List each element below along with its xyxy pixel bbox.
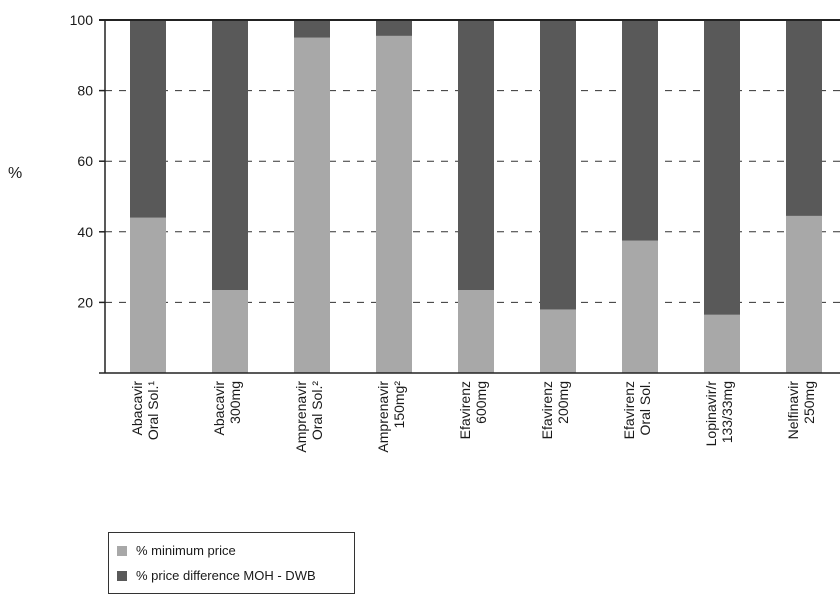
x-category-label-line: Efavirenz bbox=[457, 381, 473, 439]
bar-segment-price-difference bbox=[540, 20, 576, 310]
legend-item-price-difference: % price difference MOH - DWB bbox=[117, 568, 316, 583]
bar-segment-price-difference bbox=[130, 20, 166, 218]
legend: % minimum price % price difference MOH -… bbox=[108, 532, 355, 594]
bar-segment-price-difference bbox=[786, 20, 822, 216]
x-category-label-line: 200mg bbox=[555, 381, 571, 424]
x-category-label: Lopinavir/r133/33mg bbox=[703, 381, 735, 447]
y-tick-labels: 20 40 60 80 100 bbox=[70, 12, 94, 310]
x-category-label-line: Amprenavir bbox=[375, 381, 391, 453]
x-category-label: AbacavirOral Sol.¹ bbox=[129, 381, 161, 440]
bar-segment-minimum-price bbox=[130, 217, 166, 373]
legend-label-price-difference: % price difference MOH - DWB bbox=[136, 568, 316, 583]
x-category-label-line: 600mg bbox=[473, 381, 489, 424]
x-category-label: Amprenavir150mg² bbox=[375, 381, 407, 453]
x-category-label-line: Abacavir bbox=[129, 381, 145, 436]
x-category-label-line: Efavirenz bbox=[539, 381, 555, 439]
x-category-label-text: Lopinavir/r133/33mg bbox=[703, 381, 735, 447]
x-category-label-line: 150mg² bbox=[391, 381, 407, 429]
x-category-label-line: 133/33mg bbox=[719, 381, 735, 443]
bar-segment-price-difference bbox=[376, 20, 412, 36]
x-category-label-text: AmprenavirOral Sol.² bbox=[293, 381, 325, 453]
x-category-label-text: Efavirenz600mg bbox=[457, 381, 489, 439]
y-tick-label: 40 bbox=[77, 224, 93, 240]
y-tick-label: 100 bbox=[70, 12, 94, 28]
bar-segment-minimum-price bbox=[376, 35, 412, 373]
x-category-label-text: Efavirenz200mg bbox=[539, 381, 571, 439]
x-category-label-line: Oral Sol.¹ bbox=[145, 381, 161, 440]
y-tick-label: 80 bbox=[77, 83, 93, 99]
x-category-label-text: Nelfinavir250mg bbox=[785, 381, 817, 440]
x-category-label: EfavirenzOral Sol. bbox=[621, 381, 653, 439]
x-category-label-line: Nelfinavir bbox=[785, 381, 801, 440]
y-axis-label: % bbox=[8, 165, 22, 182]
x-category-labels: AbacavirOral Sol.¹ Abacavir300mg Amprenavi… bbox=[129, 381, 817, 453]
x-category-label: Abacavir300mg bbox=[211, 381, 243, 436]
x-category-label-line: Oral Sol.² bbox=[309, 381, 325, 440]
x-category-label: Efavirenz600mg bbox=[457, 381, 489, 439]
x-category-label-line: 250mg bbox=[801, 381, 817, 424]
axes bbox=[99, 19, 840, 374]
x-category-label-text: Abacavir300mg bbox=[211, 381, 243, 436]
legend-swatch-minimum-price bbox=[117, 545, 127, 556]
x-category-label-line: Oral Sol. bbox=[637, 381, 653, 435]
x-category-label-line: Amprenavir bbox=[293, 381, 309, 453]
x-category-label: Nelfinavir250mg bbox=[785, 381, 817, 440]
x-category-label-text: EfavirenzOral Sol. bbox=[621, 381, 653, 439]
bar-segment-minimum-price bbox=[294, 37, 330, 374]
bar-segment-price-difference bbox=[458, 20, 494, 291]
bar-segment-minimum-price bbox=[786, 215, 822, 373]
bar-segment-minimum-price bbox=[540, 309, 576, 373]
y-tick-label: 20 bbox=[77, 294, 93, 310]
x-category-label-text: Amprenavir150mg² bbox=[375, 381, 407, 453]
legend-label-minimum-price: % minimum price bbox=[136, 543, 236, 558]
bar-segment-price-difference bbox=[622, 20, 658, 241]
y-tick-label: 60 bbox=[77, 153, 93, 169]
bar-segment-price-difference bbox=[704, 20, 740, 315]
x-category-label-line: Lopinavir/r bbox=[703, 381, 719, 447]
bar-segment-minimum-price bbox=[704, 314, 740, 373]
bar-segment-minimum-price bbox=[458, 290, 494, 373]
x-category-label: AmprenavirOral Sol.² bbox=[293, 381, 325, 453]
bar-segment-price-difference bbox=[212, 20, 248, 291]
legend-item-minimum-price: % minimum price bbox=[117, 543, 236, 558]
bar-segment-minimum-price bbox=[622, 240, 658, 373]
x-category-label-line: Efavirenz bbox=[621, 381, 637, 439]
x-category-label-text: AbacavirOral Sol.¹ bbox=[129, 381, 161, 440]
bar-segment-price-difference bbox=[294, 20, 330, 38]
x-category-label: Efavirenz200mg bbox=[539, 381, 571, 439]
x-category-label-line: 300mg bbox=[227, 381, 243, 424]
legend-swatch-price-difference bbox=[117, 570, 127, 581]
bars bbox=[130, 20, 822, 374]
bar-segment-minimum-price bbox=[212, 290, 248, 373]
x-category-label-line: Abacavir bbox=[211, 381, 227, 436]
